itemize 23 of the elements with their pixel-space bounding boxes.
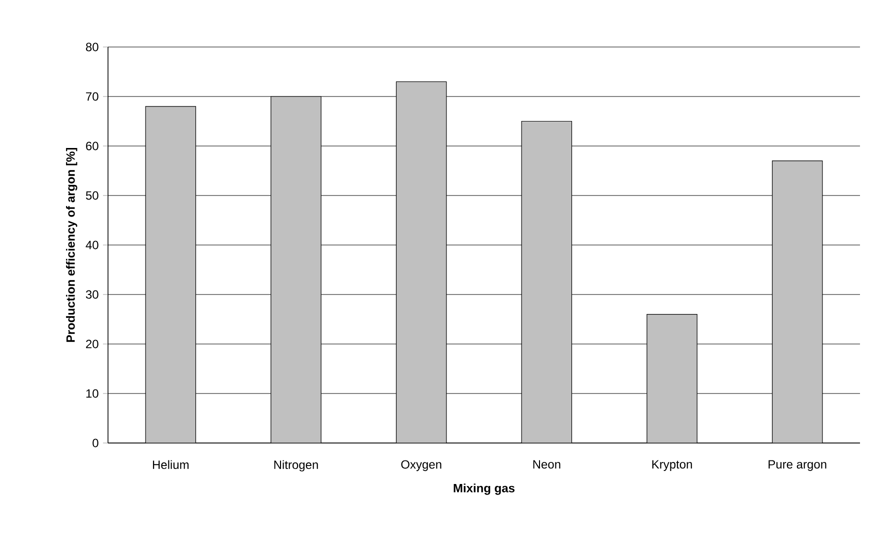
y-tick-label: 80 xyxy=(86,42,98,52)
y-tick-label: 70 xyxy=(86,92,98,101)
x-tick-label: Helium xyxy=(152,460,189,470)
y-tick-label: 60 xyxy=(86,142,98,150)
x-tick-label: Krypton xyxy=(652,460,692,471)
bar xyxy=(396,81,447,443)
x-tick-label: Oxygen xyxy=(401,460,442,472)
y-tick-label: 20 xyxy=(86,340,98,348)
bar xyxy=(772,160,823,443)
x-tick-label: Pure argon xyxy=(768,460,826,471)
y-tick-label: 30 xyxy=(86,290,98,299)
x-axis-title: Mixing gas xyxy=(454,484,515,495)
bar xyxy=(646,314,698,443)
bar xyxy=(521,120,572,443)
y-tick-label: 0 xyxy=(92,438,98,448)
bar xyxy=(270,96,322,443)
y-tick-label: 10 xyxy=(86,389,98,398)
y-axis-title: Production efficiency of argon [%] xyxy=(66,148,78,342)
bar xyxy=(145,106,196,443)
y-tick-label: 40 xyxy=(86,240,98,250)
x-tick-label: Nitrogen xyxy=(274,460,318,472)
y-tick-label: 50 xyxy=(86,191,98,200)
x-tick-label: Neon xyxy=(533,460,560,469)
